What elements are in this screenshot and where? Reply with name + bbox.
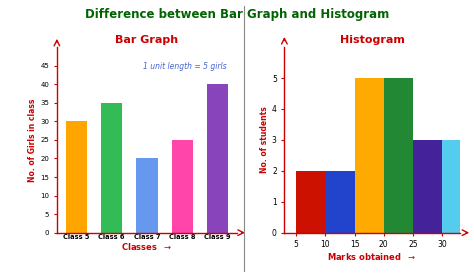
Text: Difference between Bar Graph and Histogram: Difference between Bar Graph and Histogr… (85, 8, 389, 21)
Text: 1 unit length = 5 girls: 1 unit length = 5 girls (143, 62, 227, 71)
Title: Histogram: Histogram (340, 35, 404, 45)
X-axis label: Classes  $\rightarrow$: Classes $\rightarrow$ (121, 242, 173, 252)
Bar (101, 103, 122, 233)
Bar (66, 121, 87, 233)
Bar (384, 78, 413, 233)
Bar (296, 171, 325, 233)
Bar (137, 158, 157, 233)
Y-axis label: No. of students: No. of students (260, 107, 269, 173)
Bar (172, 140, 193, 233)
Bar (325, 171, 355, 233)
Y-axis label: No. of Girls in class: No. of Girls in class (28, 98, 37, 181)
Bar (413, 140, 442, 233)
Bar (355, 78, 384, 233)
X-axis label: Marks obtained  $\rightarrow$: Marks obtained $\rightarrow$ (327, 251, 417, 262)
Bar (207, 84, 228, 233)
Bar (442, 140, 472, 233)
Title: Bar Graph: Bar Graph (115, 35, 179, 45)
